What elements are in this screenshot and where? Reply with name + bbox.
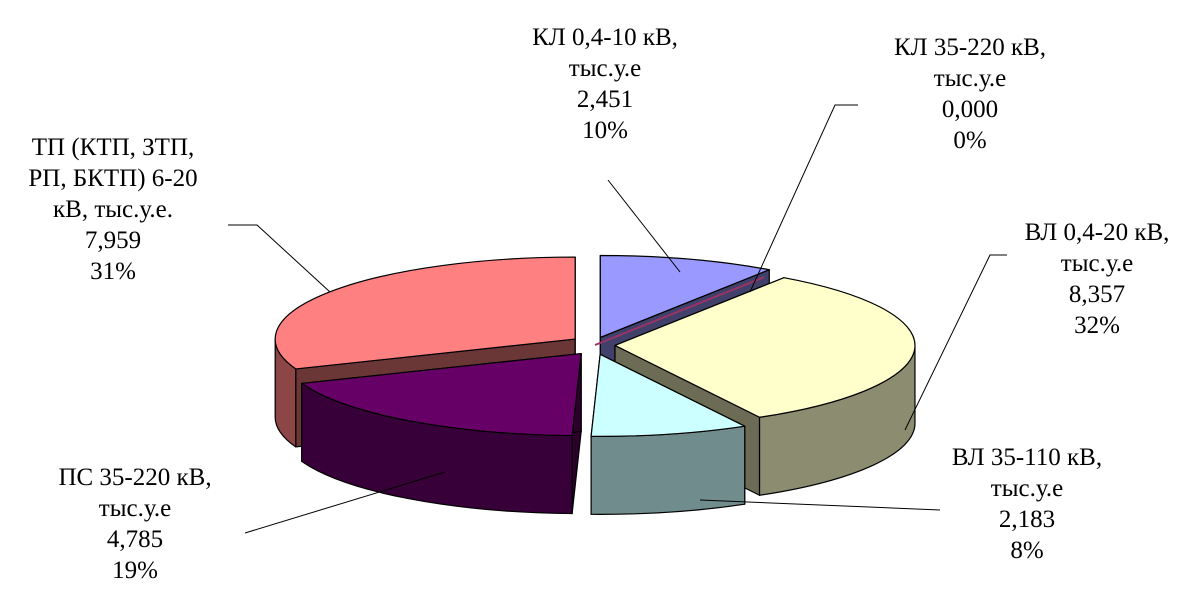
slice-top: [301, 352, 582, 437]
slice-percent: 10%: [582, 117, 628, 144]
leader-line: [904, 254, 1007, 431]
slice-value: 2,183: [999, 506, 1055, 533]
pie-tops: [274, 254, 916, 437]
slice-value: 2,451: [577, 86, 633, 113]
slice-name: КЛ 35-220 кВ,: [894, 34, 1046, 61]
slice-name: тыс.у.е: [99, 495, 171, 522]
slice-name: тыс.у.е: [1061, 250, 1133, 277]
slice-value: 0,000: [942, 96, 998, 123]
slice-percent: 31%: [90, 258, 136, 285]
slice-name: ВЛ 0,4-20 кВ,: [1025, 219, 1170, 246]
leader-line: [228, 224, 331, 293]
slice-value: 4,785: [107, 526, 163, 553]
slice-top: [590, 353, 746, 437]
slice-percent: 32%: [1074, 312, 1120, 339]
slice-name: тыс.у.е: [991, 475, 1063, 502]
slice-label: ТП (КТП, ЗТП, РП, БКТП) 6-20 кВ, тыс.у.е. 7…: [28, 134, 197, 285]
slice-label: КЛ 0,4-10 кВ, тыс.у.е 2,451 10%: [532, 24, 678, 144]
slice-labels: КЛ 0,4-10 кВ, тыс.у.е 2,451 10% КЛ 35-220 кВ…: [28, 24, 1169, 584]
slice-name: ВЛ 35-110 кВ,: [952, 444, 1102, 471]
slice-top: [594, 276, 765, 346]
slice-top: [274, 256, 576, 370]
leader-lines: [228, 104, 1007, 534]
slice-label: ВЛ 35-110 кВ, тыс.у.е 2,183 8%: [952, 444, 1102, 564]
leader-line: [749, 104, 858, 293]
slice-name: РП, БКТП) 6-20: [28, 165, 197, 192]
slice-label: КЛ 35-220 кВ, тыс.у.е 0,000 0%: [894, 34, 1046, 154]
slice-top: [599, 254, 770, 339]
slice-name: ТП (КТП, ЗТП,: [32, 134, 195, 161]
slice-percent: 0%: [953, 127, 986, 154]
slice-label: ПС 35-220 кВ, тыс.у.е 4,785 19%: [58, 464, 211, 584]
slice-percent: 8%: [1010, 537, 1043, 564]
slice-percent: 19%: [112, 557, 158, 584]
slice-value: 8,357: [1069, 281, 1125, 308]
slice-name: тыс.у.е: [934, 65, 1006, 92]
leader-line: [607, 179, 681, 273]
slice-name: КЛ 0,4-10 кВ,: [532, 24, 678, 51]
leader-line: [244, 471, 446, 534]
slice-value: 7,959: [85, 227, 141, 254]
slice-name: тыс.у.е: [569, 55, 641, 82]
slice-label: ВЛ 0,4-20 кВ, тыс.у.е 8,357 32%: [1025, 219, 1170, 339]
slice-top: [614, 277, 916, 418]
leader-line: [699, 499, 941, 511]
slice-name: кВ, тыс.у.е.: [53, 196, 173, 223]
slice-name: ПС 35-220 кВ,: [58, 464, 211, 491]
